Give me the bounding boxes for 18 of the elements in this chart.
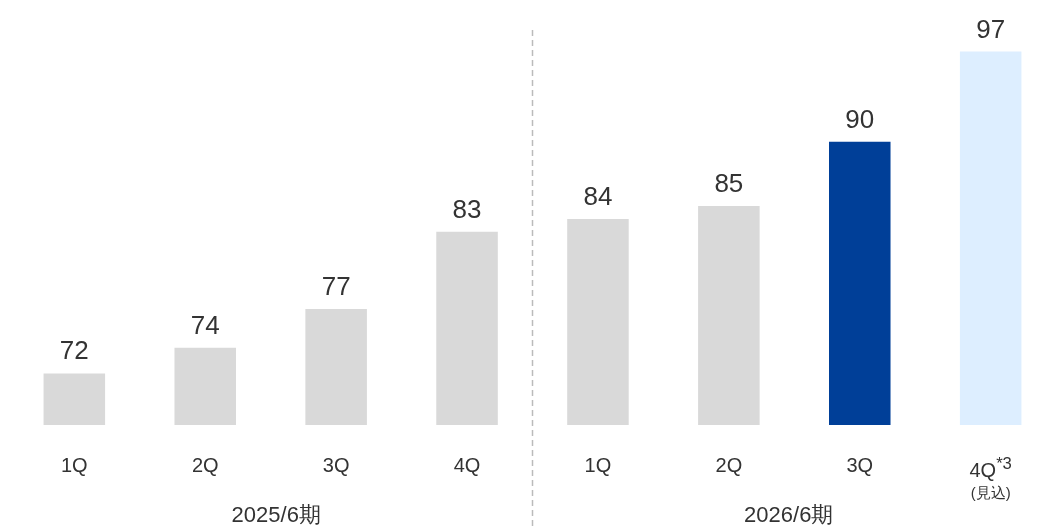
data-label: 97 — [976, 13, 1006, 44]
x-tick-label: 1Q — [584, 454, 612, 476]
data-label: 74 — [190, 309, 220, 340]
data-label: 85 — [714, 168, 744, 199]
x-tick-label: 3Q — [846, 454, 874, 476]
text: 2026/6期 — [744, 502, 834, 527]
x-tick-label: 3Q — [322, 454, 350, 476]
data-label: 90 — [845, 103, 875, 134]
data-label: 77 — [321, 271, 351, 302]
x-tick-label: 2Q — [191, 454, 219, 476]
x-tick-label: 1Q — [60, 454, 88, 476]
x-tick-label: 2Q — [715, 454, 743, 476]
x-tick-label: 4Q$^{*3}$ (見込) — [969, 454, 1012, 501]
x-tick-label: 4Q — [453, 454, 481, 476]
data-label: 72 — [59, 335, 89, 366]
data-label: 83 — [452, 193, 482, 224]
data-label: 84 — [583, 180, 613, 211]
text: 2025/6期 — [231, 502, 321, 527]
